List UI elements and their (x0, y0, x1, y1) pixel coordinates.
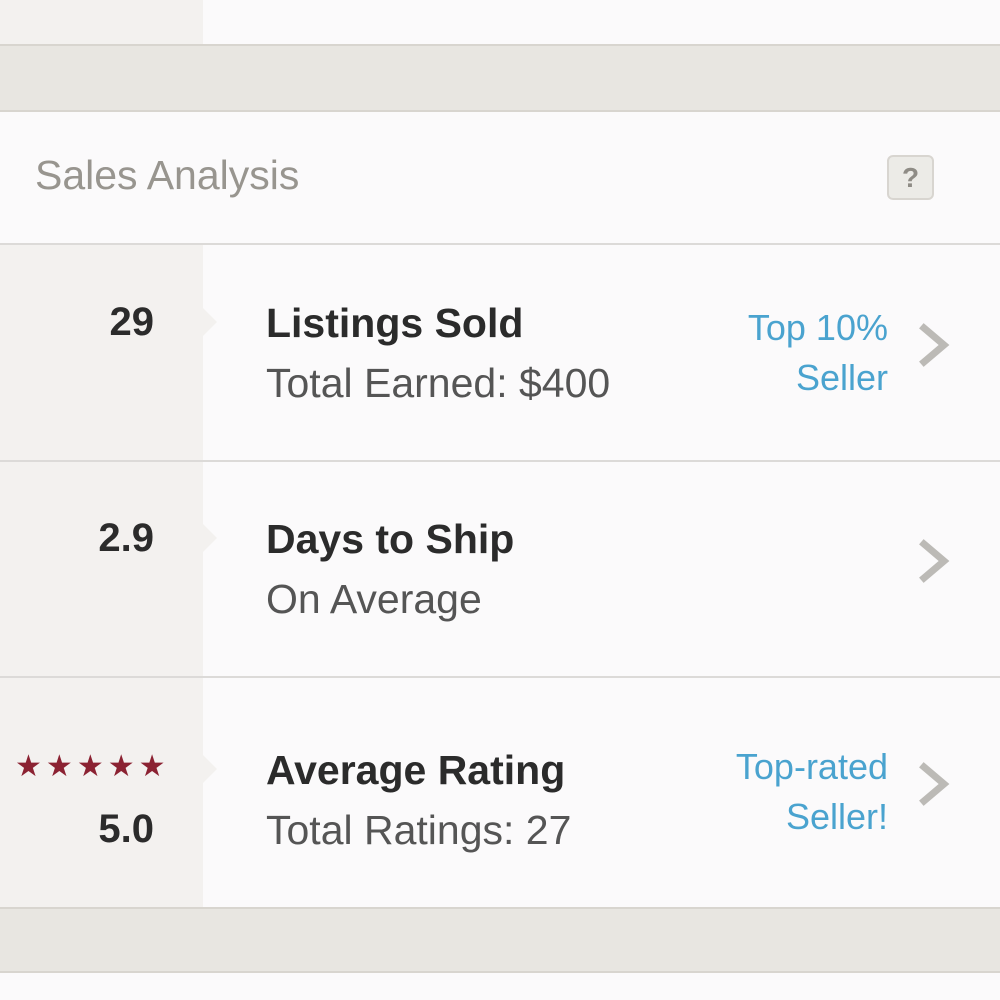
total-ratings-text: Total Ratings: 27 (266, 807, 572, 853)
metric-notch (203, 524, 217, 552)
badge-line: Top-rated (735, 746, 888, 787)
badge-line: Seller! (785, 796, 888, 837)
average-rating-value: 5.0 (98, 807, 154, 851)
section-divider (0, 44, 1000, 112)
section-title: Sales Analysis (35, 152, 300, 198)
metric-notch (203, 755, 217, 783)
star-icon: ★ (45, 750, 73, 783)
top-rated-badge: Top-rated Seller! (736, 742, 888, 842)
star-icon: ★ (15, 750, 42, 783)
next-card (0, 973, 1000, 1000)
chevron-right-icon[interactable] (916, 536, 952, 586)
chevron-right-icon[interactable] (916, 759, 952, 809)
metric-column (0, 678, 203, 907)
days-to-ship-value: 2.9 (98, 516, 154, 560)
help-button[interactable]: ? (887, 155, 934, 200)
star-icon: ★ (138, 750, 166, 783)
total-earned-text: Total Earned: $400 (266, 360, 611, 406)
average-rating-row[interactable]: 5.0 Average Rating Total Ratings: 27 Top… (0, 678, 1000, 907)
star-icon: ★ (76, 750, 104, 783)
listings-sold-row[interactable]: 29 Listings Sold Total Earned: $400 Top … (0, 245, 1000, 462)
listings-sold-value: 29 (109, 300, 155, 344)
previous-card-strip (0, 0, 203, 44)
badge-line: Seller (795, 357, 888, 398)
days-to-ship-row[interactable]: 2.9 Days to Ship On Average (0, 462, 1000, 678)
badge-line: Top 10% (747, 307, 888, 348)
days-to-ship-label: Days to Ship (266, 516, 515, 562)
metric-column (0, 245, 203, 460)
rating-stars: ★ ★ ★ ★ ★ (15, 752, 166, 782)
top-seller-badge: Top 10% Seller (748, 303, 888, 403)
star-icon: ★ (107, 750, 135, 783)
on-average-text: On Average (266, 576, 482, 622)
previous-card (0, 0, 1000, 44)
sales-analysis-header (0, 112, 1000, 245)
metric-notch (203, 308, 217, 336)
chevron-right-icon[interactable] (916, 320, 952, 370)
average-rating-label: Average Rating (266, 747, 566, 793)
section-divider (0, 907, 1000, 973)
metric-column (0, 462, 203, 676)
listings-sold-label: Listings Sold (266, 300, 524, 346)
